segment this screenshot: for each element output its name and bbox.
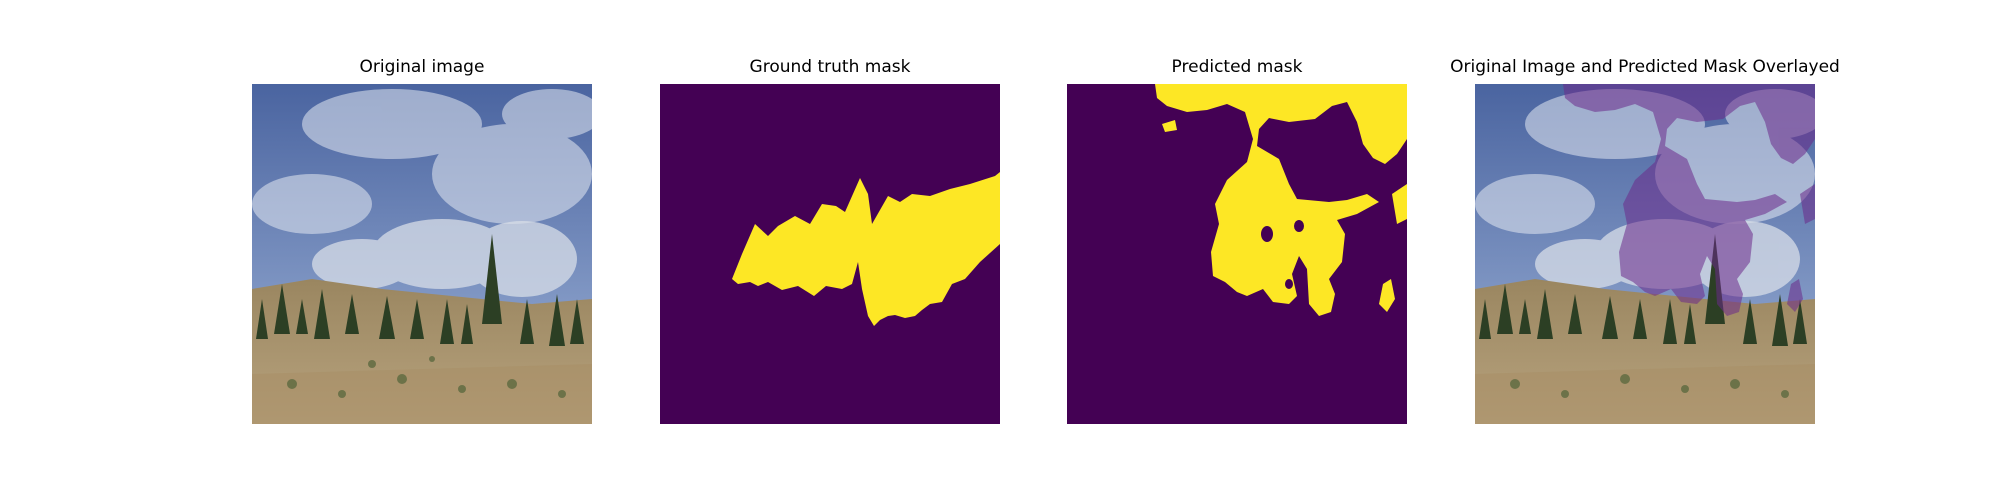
overlay-image <box>1475 84 1815 424</box>
clouds <box>252 89 592 234</box>
predicted-mask-overlay <box>1563 84 1815 316</box>
original-image <box>252 84 592 424</box>
smoke <box>312 219 577 297</box>
mask-region <box>732 172 1000 326</box>
panel-predicted-mask: Predicted mask <box>1067 0 1407 500</box>
panel-overlay: Original Image and Predicted Mask Overla… <box>1450 0 1840 500</box>
mask-region <box>1155 84 1407 316</box>
trees <box>256 234 584 346</box>
shrubs <box>287 356 566 398</box>
panel-title: Original image <box>359 57 485 77</box>
panel-title: Ground truth mask <box>749 57 911 77</box>
ground-truth-mask-image <box>660 84 1000 424</box>
panel-original-image: Original image <box>252 0 592 500</box>
predicted-mask-image <box>1067 84 1407 424</box>
panel-ground-truth-mask: Ground truth mask <box>660 0 1000 500</box>
mask-holes <box>1261 220 1304 289</box>
panel-title: Predicted mask <box>1171 57 1303 77</box>
panel-title: Original Image and Predicted Mask Overla… <box>1450 57 1840 77</box>
